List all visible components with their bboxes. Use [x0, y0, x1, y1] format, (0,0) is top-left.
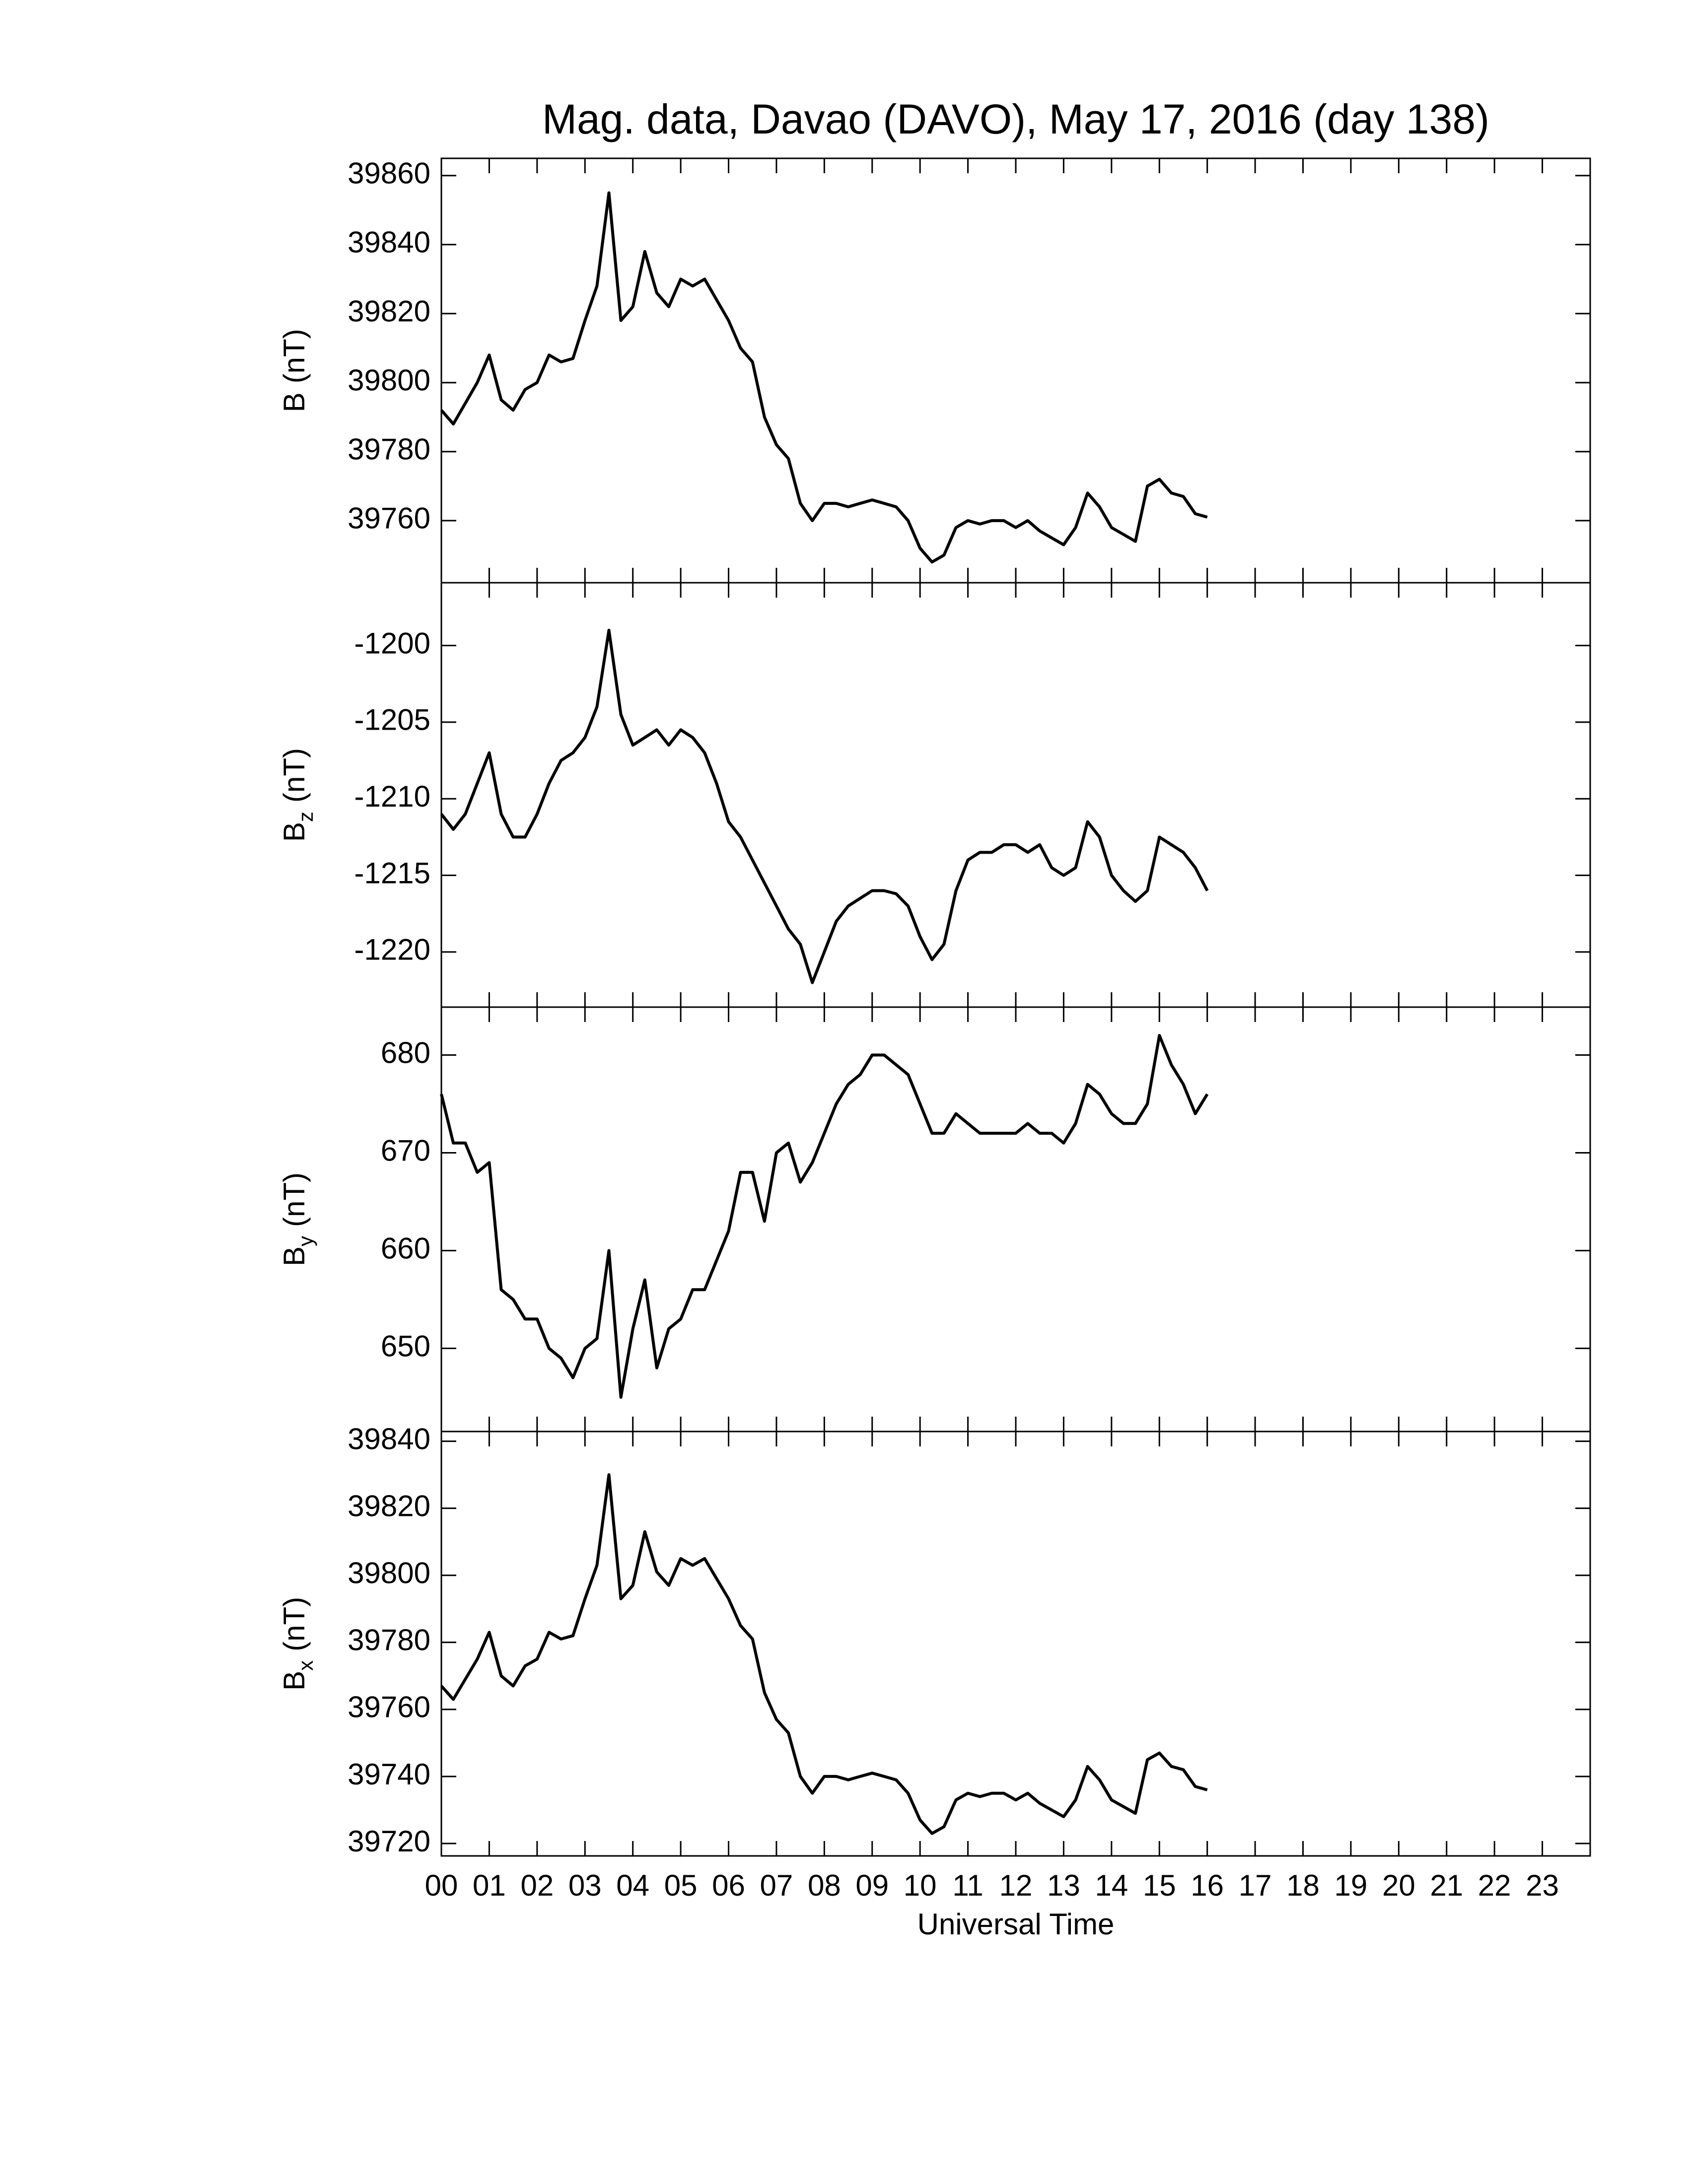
x-tick-label: 03: [568, 1869, 602, 1902]
x-tick-label: 07: [760, 1869, 793, 1902]
y-axis-label: B (nT): [278, 329, 311, 412]
y-label-subscript: x: [294, 1660, 317, 1671]
y-label-symbol: B: [278, 1671, 311, 1691]
y-label-unit: (nT): [278, 1597, 311, 1651]
x-tick-label: 19: [1335, 1869, 1368, 1902]
x-tick-label: 00: [425, 1869, 458, 1902]
y-label-symbol: B: [278, 392, 311, 412]
y-tick-label: -1200: [354, 626, 430, 660]
x-tick-label: 10: [904, 1869, 937, 1902]
y-label-symbol: B: [278, 1246, 311, 1266]
y-tick-label: 39720: [348, 1825, 430, 1858]
y-tick-label: 39800: [348, 1557, 430, 1590]
x-tick-label: 04: [616, 1869, 649, 1902]
x-tick-label: 14: [1095, 1869, 1128, 1902]
y-label-symbol: B: [278, 822, 311, 842]
y-tick-label: 39760: [348, 502, 430, 535]
y-axis-label: Bx (nT): [278, 1597, 317, 1691]
y-label-subscript: y: [294, 1236, 317, 1246]
x-tick-label: 17: [1239, 1869, 1272, 1902]
y-axis-label: By (nT): [278, 1172, 317, 1266]
y-tick-label: 660: [381, 1231, 430, 1265]
y-tick-label: -1220: [354, 933, 430, 966]
x-tick-label: 21: [1430, 1869, 1463, 1902]
plot-frame: [440, 1431, 1591, 1857]
x-tick-label: 12: [999, 1869, 1033, 1902]
plot-frame: [440, 1006, 1591, 1433]
y-tick-label: 39760: [348, 1691, 430, 1724]
x-tick-label: 05: [664, 1869, 698, 1902]
y-tick-label: 650: [381, 1329, 430, 1363]
data-line: [440, 1034, 1209, 1399]
x-axis-label: Universal Time: [917, 1908, 1115, 1941]
chart-title: Mag. data, Davao (DAVO), May 17, 2016 (d…: [542, 96, 1489, 142]
y-tick-label: 39820: [348, 1490, 430, 1523]
x-tick-label: 08: [808, 1869, 841, 1902]
y-axis-label: Bz (nT): [278, 748, 317, 842]
y-tick-label: 670: [381, 1134, 430, 1167]
x-tick-label: 01: [473, 1869, 506, 1902]
y-tick-label: 39800: [348, 364, 430, 397]
y-label-subscript: z: [294, 812, 317, 822]
y-label-unit: (nT): [278, 1172, 311, 1227]
x-tick-label: 09: [855, 1869, 889, 1902]
y-tick-label: -1215: [354, 856, 430, 889]
plot-frame: [440, 582, 1591, 1008]
x-tick-label: 02: [520, 1869, 554, 1902]
y-tick-label: 39820: [348, 295, 430, 328]
x-tick-label: 16: [1191, 1869, 1224, 1902]
x-tick-label: 20: [1382, 1869, 1415, 1902]
y-tick-label: -1205: [354, 703, 430, 737]
data-line: [440, 1473, 1208, 1835]
y-tick-label: 39840: [348, 226, 430, 259]
y-label-unit: (nT): [278, 329, 311, 383]
x-tick-label: 22: [1478, 1869, 1511, 1902]
y-tick-label: 39860: [348, 157, 430, 190]
x-tick-label: 11: [952, 1869, 983, 1902]
y-tick-label: 680: [381, 1036, 430, 1069]
y-tick-label: 39780: [348, 1624, 430, 1657]
x-tick-label: 15: [1143, 1869, 1176, 1902]
y-tick-label: 39780: [348, 433, 430, 466]
data-line: [440, 191, 1208, 564]
x-tick-label: 06: [712, 1869, 745, 1902]
plot-frame: [440, 157, 1591, 584]
y-tick-label: -1210: [354, 780, 430, 813]
x-tick-label: 13: [1047, 1869, 1080, 1902]
data-line: [440, 628, 1209, 984]
y-tick-label: 39740: [348, 1758, 430, 1791]
x-tick-label: 23: [1526, 1869, 1559, 1902]
y-tick-label: 39840: [348, 1422, 430, 1455]
y-label-unit: (nT): [278, 748, 311, 803]
x-tick-label: 18: [1286, 1869, 1320, 1902]
